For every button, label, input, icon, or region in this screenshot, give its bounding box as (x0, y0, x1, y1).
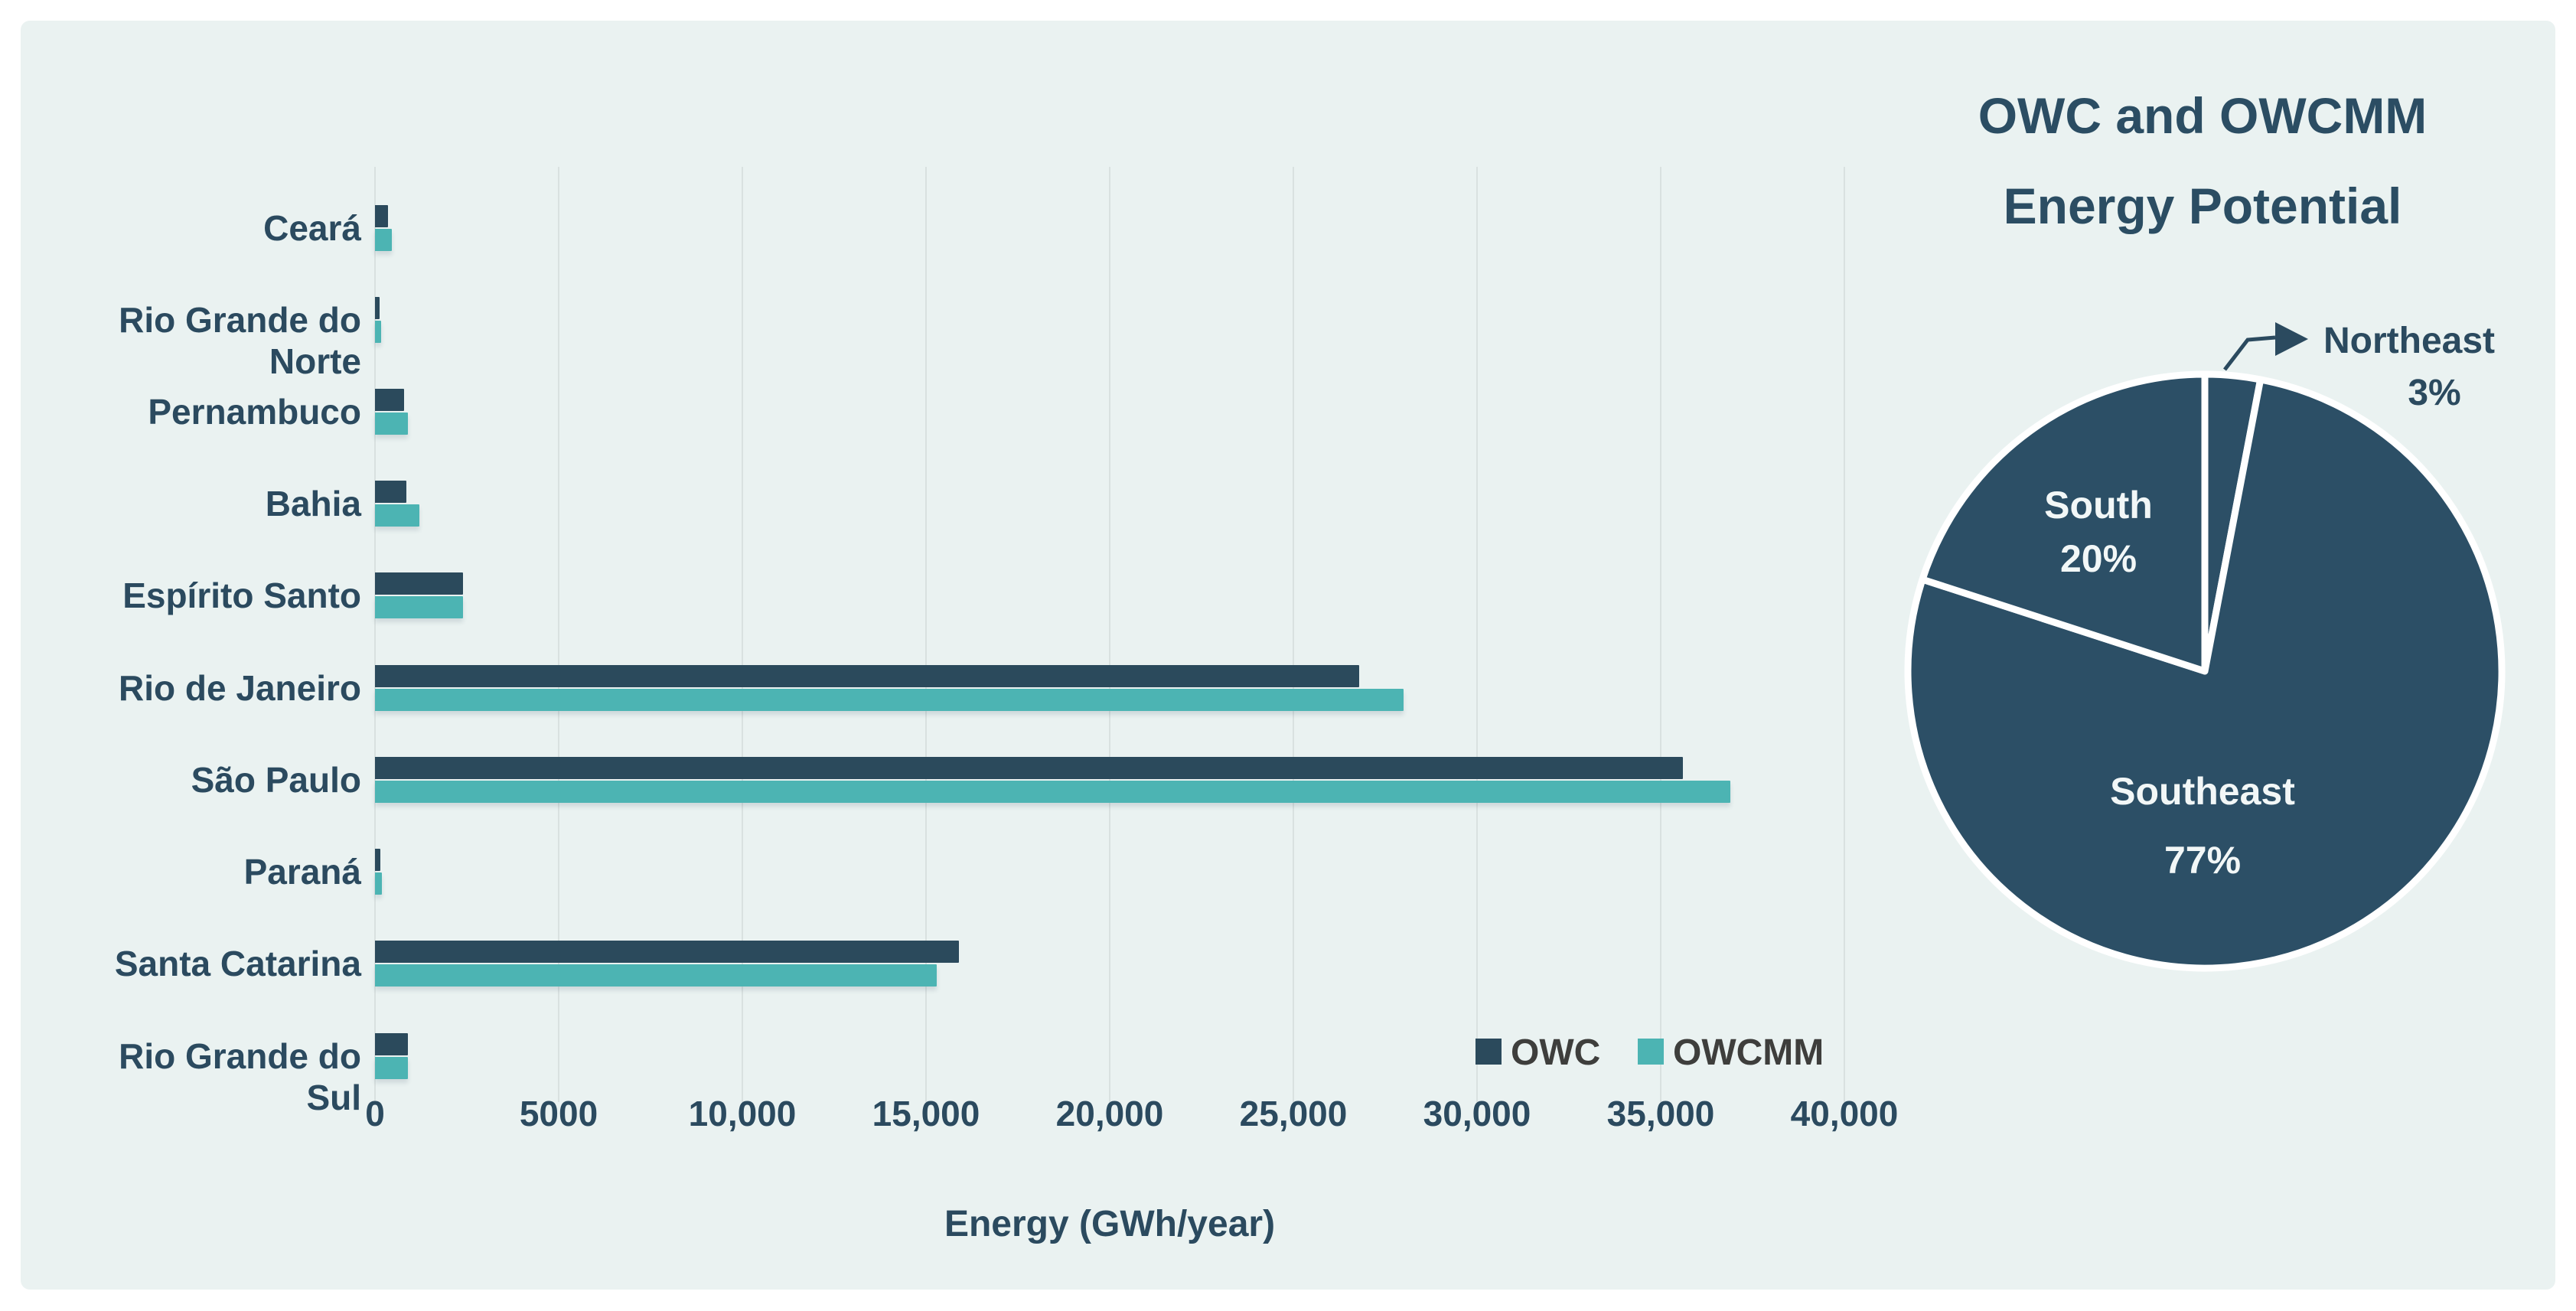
legend-swatch-owc (1475, 1039, 1502, 1065)
legend-label-owcmm: OWCMM (1673, 1032, 1824, 1073)
bar-owc-4 (375, 572, 463, 595)
bar-owcmm-1 (375, 321, 381, 343)
bar-owcmm-5 (375, 689, 1404, 711)
gridline (925, 167, 927, 1102)
category-label: Rio Grande do Sul (119, 1036, 361, 1117)
pie-label-southeast-pct: 77% (2164, 839, 2241, 882)
category-label: Paraná (243, 852, 361, 892)
gridline (1476, 167, 1478, 1102)
bar-owc-6 (375, 757, 1683, 779)
bar-owcmm-0 (375, 229, 392, 251)
legend-label-owc: OWC (1511, 1032, 1601, 1073)
pie-label-northeast-pct: 3% (2408, 373, 2460, 413)
x-tick-label: 10,000 (688, 1094, 797, 1133)
category-label: Santa Catarina (114, 944, 361, 983)
x-tick-label: 40,000 (1790, 1094, 1899, 1133)
x-tick-label: 25,000 (1239, 1094, 1348, 1133)
gridline (1293, 167, 1294, 1102)
bar-owc-7 (375, 849, 380, 871)
pie-slice-south (1919, 370, 2209, 675)
bar-owcmm-4 (375, 596, 463, 618)
category-label: Rio Grande do Norte (119, 300, 361, 381)
x-tick-label: 35,000 (1606, 1094, 1715, 1133)
gridline (1660, 167, 1661, 1102)
legend-swatch-owcmm (1638, 1039, 1664, 1065)
bar-owc-0 (375, 205, 388, 227)
pie-title-line-2: Energy Potential (2003, 178, 2402, 234)
bar-owc-5 (375, 665, 1359, 687)
gridline (558, 167, 559, 1102)
gridline (374, 167, 376, 1102)
bar-owcmm-2 (375, 413, 408, 435)
x-tick-label: 5000 (519, 1094, 598, 1133)
x-tick-label: 30,000 (1423, 1094, 1531, 1133)
x-tick-label: 15,000 (872, 1094, 980, 1133)
x-tick-label: 0 (365, 1094, 385, 1133)
pie-title-line-1: OWC and OWCMM (1978, 87, 2428, 144)
category-label: Ceará (263, 208, 361, 248)
pie-label-northeast: Northeast (2323, 321, 2495, 361)
gridline (1844, 167, 1845, 1102)
bar-owc-9 (375, 1033, 408, 1055)
pie-label-south-pct: 20% (2060, 537, 2137, 580)
bar-owc-1 (375, 297, 380, 319)
pie-label-south: South (2044, 484, 2153, 527)
northeast-callout-line (2223, 335, 2276, 371)
bar-owcmm-6 (375, 781, 1730, 803)
bar-owc-8 (375, 941, 959, 963)
category-label: São Paulo (191, 760, 361, 800)
gridline (1109, 167, 1110, 1102)
bar-owcmm-3 (375, 504, 419, 527)
pie-label-southeast: Southeast (2110, 770, 2295, 813)
bar-owcmm-8 (375, 964, 937, 987)
x-axis-title: Energy (GWh/year) (944, 1204, 1276, 1244)
category-label: Rio de Janeiro (119, 668, 361, 708)
x-tick-label: 20,000 (1055, 1094, 1164, 1133)
pie-chart: South 20% Southeast 77% Northeast 3% (1904, 321, 2506, 972)
northeast-callout-arrow-icon (2275, 322, 2308, 356)
gridline (742, 167, 743, 1102)
bar-owc-3 (375, 481, 406, 503)
category-label: Pernambuco (148, 392, 361, 432)
bar-owc-2 (375, 389, 404, 411)
bar-owcmm-7 (375, 872, 382, 895)
pie-chart-title: OWC and OWCMM Energy Potential (1896, 70, 2509, 251)
category-label: Bahia (265, 484, 361, 523)
category-label: Espírito Santo (122, 576, 361, 615)
bar-owcmm-9 (375, 1057, 408, 1079)
